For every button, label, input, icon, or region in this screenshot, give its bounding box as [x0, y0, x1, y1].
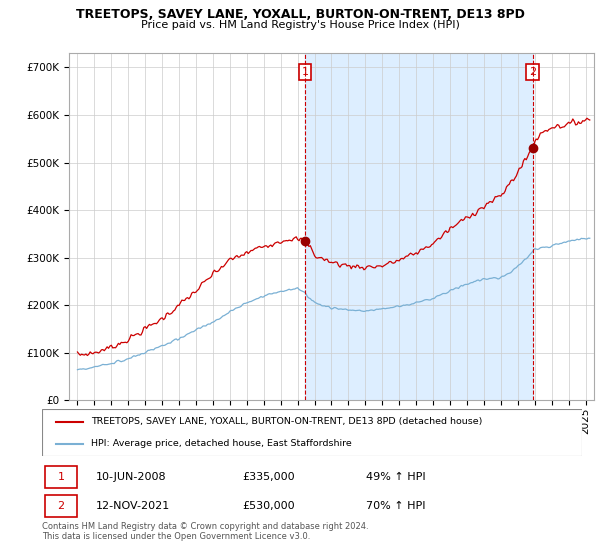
Text: 49% ↑ HPI: 49% ↑ HPI — [366, 472, 425, 482]
Text: 70% ↑ HPI: 70% ↑ HPI — [366, 501, 425, 511]
Text: £335,000: £335,000 — [242, 472, 295, 482]
Text: HPI: Average price, detached house, East Staffordshire: HPI: Average price, detached house, East… — [91, 439, 352, 448]
Text: 10-JUN-2008: 10-JUN-2008 — [96, 472, 167, 482]
Text: 1: 1 — [58, 472, 64, 482]
FancyBboxPatch shape — [45, 495, 77, 517]
Text: Price paid vs. HM Land Registry's House Price Index (HPI): Price paid vs. HM Land Registry's House … — [140, 20, 460, 30]
Bar — [305, 53, 533, 400]
Text: 2: 2 — [529, 67, 536, 77]
Text: TREETOPS, SAVEY LANE, YOXALL, BURTON-ON-TRENT, DE13 8PD (detached house): TREETOPS, SAVEY LANE, YOXALL, BURTON-ON-… — [91, 417, 482, 426]
FancyBboxPatch shape — [42, 409, 582, 456]
Text: 1: 1 — [302, 67, 308, 77]
Text: £530,000: £530,000 — [242, 501, 295, 511]
Text: 12-NOV-2021: 12-NOV-2021 — [96, 501, 170, 511]
Text: Contains HM Land Registry data © Crown copyright and database right 2024.
This d: Contains HM Land Registry data © Crown c… — [42, 522, 368, 542]
FancyBboxPatch shape — [45, 466, 77, 488]
Text: 2: 2 — [58, 501, 64, 511]
Text: TREETOPS, SAVEY LANE, YOXALL, BURTON-ON-TRENT, DE13 8PD: TREETOPS, SAVEY LANE, YOXALL, BURTON-ON-… — [76, 8, 524, 21]
